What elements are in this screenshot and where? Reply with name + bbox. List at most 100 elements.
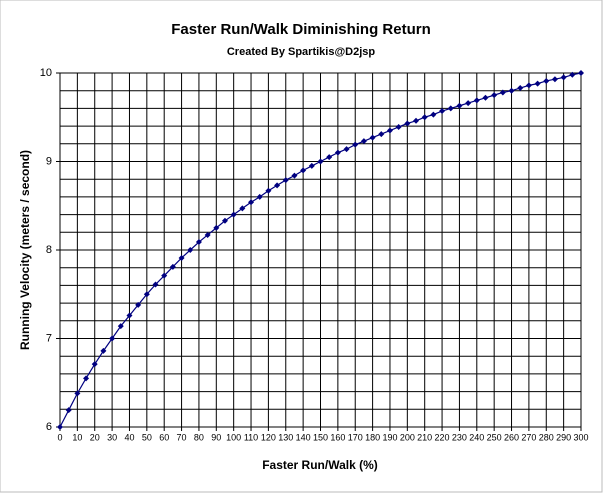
data-marker (282, 177, 289, 184)
data-marker (213, 224, 220, 231)
data-marker (413, 117, 420, 124)
x-tick-label: 130 (278, 432, 293, 442)
data-marker (117, 323, 124, 330)
x-tick-label: 50 (142, 432, 152, 442)
x-tick-label: 170 (348, 432, 363, 442)
data-marker (248, 199, 255, 206)
x-tick-label: 140 (296, 432, 311, 442)
data-marker (578, 70, 584, 76)
x-tick-label: 220 (435, 432, 450, 442)
data-marker (256, 193, 263, 200)
plot-border (59, 72, 582, 428)
data-marker (560, 74, 567, 81)
data-marker (439, 108, 446, 115)
data-marker (126, 312, 133, 319)
x-tick-label: 270 (521, 432, 536, 442)
x-tick-label: 200 (400, 432, 415, 442)
x-tick-label: 120 (261, 432, 276, 442)
data-marker (465, 100, 472, 107)
x-tick-label: 30 (107, 432, 117, 442)
data-marker (386, 127, 393, 134)
x-tick-label: 40 (124, 432, 134, 442)
data-marker (482, 94, 489, 101)
data-marker (456, 102, 463, 109)
data-marker (525, 82, 532, 89)
x-tick-label: 100 (226, 432, 241, 442)
data-marker (534, 80, 541, 87)
y-axis-label: Running Velocity (meters / second) (18, 150, 32, 350)
x-tick-label: 180 (365, 432, 380, 442)
data-marker (543, 77, 550, 84)
data-marker (161, 272, 168, 279)
data-marker (352, 141, 359, 148)
y-tick-label: 10 (40, 67, 52, 79)
data-marker (178, 254, 185, 261)
data-marker (109, 335, 116, 342)
data-marker (378, 131, 385, 138)
x-tick-label: 300 (573, 432, 588, 442)
y-tick-label: 6 (46, 421, 52, 433)
data-marker (57, 424, 63, 430)
data-marker (430, 111, 437, 118)
y-tick-label: 9 (46, 155, 52, 167)
data-marker (369, 134, 376, 141)
data-marker (499, 89, 506, 96)
x-tick-label: 110 (244, 432, 258, 442)
data-marker (343, 146, 350, 153)
data-marker (291, 172, 298, 179)
data-marker (404, 120, 411, 127)
data-marker (169, 263, 176, 270)
x-tick-label: 280 (539, 432, 554, 442)
x-axis-label: Faster Run/Walk (%) (262, 458, 378, 472)
x-tick-label: 70 (177, 432, 187, 442)
x-tick-label: 80 (194, 432, 204, 442)
data-marker (395, 123, 402, 130)
data-marker (221, 217, 228, 224)
x-tick-label: 290 (556, 432, 571, 442)
x-tick-label: 150 (313, 432, 328, 442)
data-marker (83, 375, 90, 382)
data-marker (308, 162, 315, 169)
data-marker (74, 390, 81, 397)
x-tick-label: 60 (159, 432, 169, 442)
data-marker (100, 347, 107, 354)
data-marker (239, 205, 246, 212)
x-tick-label: 190 (382, 432, 397, 442)
data-marker (91, 361, 98, 368)
data-marker (317, 158, 324, 165)
data-marker (491, 92, 498, 99)
data-marker (135, 301, 142, 308)
data-marker (569, 71, 576, 78)
data-marker (65, 407, 72, 414)
data-marker (334, 149, 341, 156)
data-marker (230, 211, 237, 218)
x-tick-label: 240 (469, 432, 484, 442)
data-marker (473, 97, 480, 104)
chart-title: Faster Run/Walk Diminishing Return (171, 21, 430, 38)
data-marker (195, 239, 202, 246)
y-tick-label: 7 (46, 332, 52, 344)
data-marker (551, 76, 558, 83)
data-marker (326, 154, 333, 161)
data-marker (187, 247, 194, 253)
x-tick-label: 160 (330, 432, 345, 442)
data-marker (152, 281, 159, 288)
data-marker (204, 231, 211, 238)
data-marker (143, 291, 150, 298)
data-marker (517, 85, 524, 92)
x-tick-label: 0 (57, 432, 62, 442)
data-marker (508, 87, 515, 94)
x-tick-label: 90 (211, 432, 221, 442)
x-tick-label: 230 (452, 432, 467, 442)
data-marker (421, 114, 428, 121)
x-tick-label: 10 (72, 432, 82, 442)
data-marker (274, 182, 281, 189)
y-tick-label: 8 (46, 244, 52, 256)
x-tick-label: 260 (504, 432, 519, 442)
data-marker (447, 105, 454, 112)
chart-subtitle: Created By Spartikis@D2jsp (227, 46, 376, 58)
data-marker (300, 167, 307, 174)
x-tick-label: 210 (417, 432, 432, 442)
